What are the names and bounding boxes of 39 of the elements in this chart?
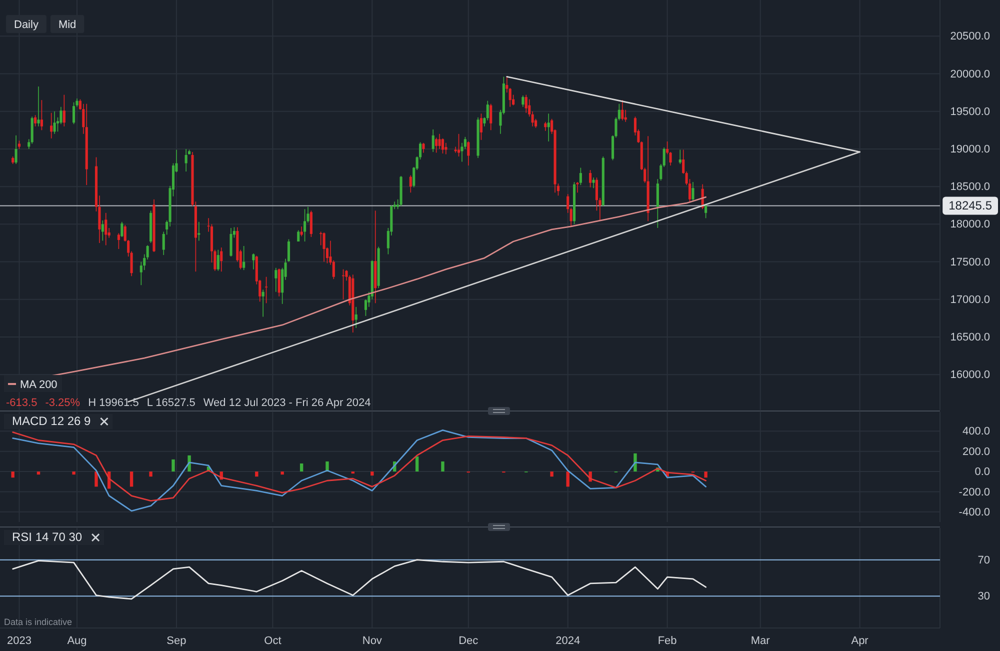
annotation: Mid bbox=[58, 19, 76, 31]
annotation: Wed 12 Jul 2023 - Fri 26 Apr 2024 bbox=[203, 397, 371, 409]
ref-line-label: 18245.5 bbox=[948, 198, 992, 213]
y-tick-label: 20500.0 bbox=[950, 30, 990, 43]
x-tick-label: Dec bbox=[458, 634, 479, 647]
annotation: Data is indicative bbox=[4, 617, 72, 627]
y-tick-label: 17000.0 bbox=[950, 294, 990, 306]
annotation: Daily bbox=[14, 19, 39, 31]
x-tick-label: Mar bbox=[750, 634, 770, 647]
y-tick-label: 19500.0 bbox=[950, 106, 990, 118]
annotation: H 19961.5 bbox=[88, 397, 139, 409]
y-tick-label: 16000.0 bbox=[950, 369, 990, 382]
x-tick-label: Aug bbox=[67, 634, 87, 647]
annotation: -613.5 bbox=[6, 397, 38, 409]
x-tick-label: Feb bbox=[658, 634, 677, 647]
x-tick-label: 2023 bbox=[7, 634, 32, 647]
y-tick-label: 19000.0 bbox=[950, 143, 990, 156]
x-tick-label: 2024 bbox=[556, 634, 580, 647]
y-tick-label: -400.0 bbox=[958, 506, 990, 518]
y-tick-label: 16500.0 bbox=[950, 332, 990, 344]
y-tick-label: 200.0 bbox=[962, 446, 990, 458]
legend-label: MA 200 bbox=[20, 379, 58, 391]
x-tick-label: Nov bbox=[362, 634, 382, 647]
y-tick-label: 70 bbox=[978, 554, 990, 566]
chart-title: MACD 12 26 9 bbox=[12, 414, 92, 428]
annotation: L 16527.5 bbox=[146, 397, 196, 409]
y-tick-label: 400.0 bbox=[962, 426, 990, 438]
y-tick-label: 18000.0 bbox=[950, 218, 990, 231]
y-tick-label: -200.0 bbox=[958, 486, 990, 498]
x-tick-label: Sep bbox=[166, 634, 186, 647]
y-tick-label: 18500.0 bbox=[950, 181, 990, 194]
chart-title: RSI 14 70 30 bbox=[12, 530, 82, 544]
y-tick-label: 20000.0 bbox=[950, 68, 990, 80]
y-tick-label: 0.0 bbox=[974, 466, 990, 478]
y-tick-label: 30 bbox=[978, 590, 990, 603]
x-tick-label: Oct bbox=[264, 634, 282, 647]
x-tick-label: Apr bbox=[851, 634, 869, 647]
y-tick-label: 17500.0 bbox=[950, 256, 990, 268]
annotation: -3.25% bbox=[45, 397, 80, 409]
